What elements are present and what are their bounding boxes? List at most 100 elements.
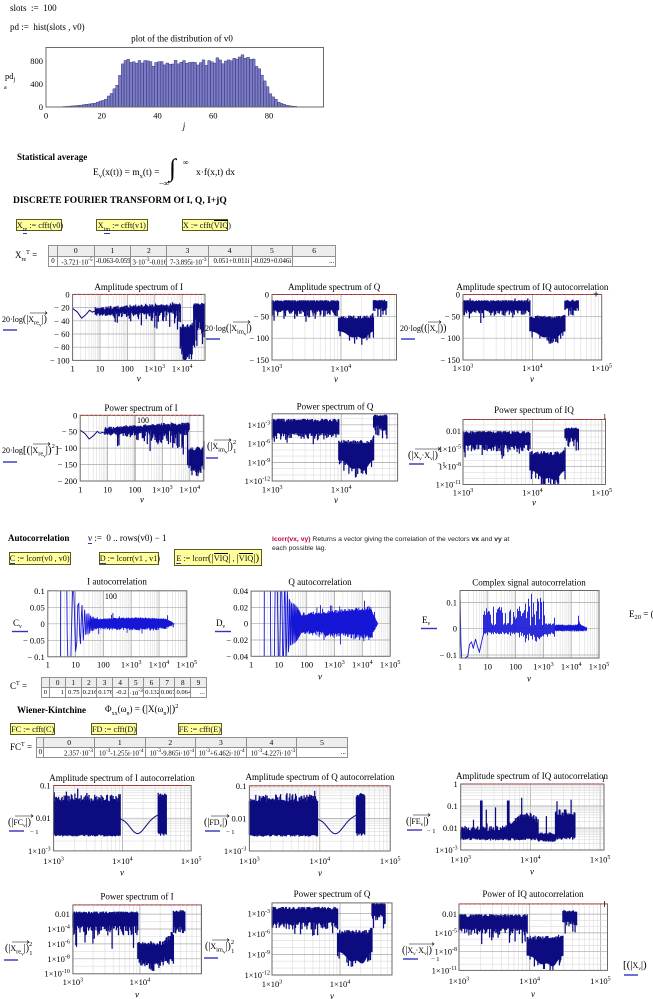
svg-text:plot of the distribution of v0: plot of the distribution of v0 [131, 34, 233, 44]
svg-text:1×104: 1×104 [112, 856, 133, 866]
svg-text:10: 10 [96, 364, 105, 374]
svg-text:− 1: − 1 [30, 829, 39, 836]
svg-text:I autocorrelation: I autocorrelation [87, 576, 147, 586]
svg-text:1×105: 1×105 [590, 855, 611, 865]
svg-text:− 100: − 100 [249, 333, 269, 343]
svg-text:ν: ν [334, 374, 338, 384]
svg-text:0.04: 0.04 [233, 586, 249, 596]
svg-text:Amplitude spectrum of Q: Amplitude spectrum of Q [288, 282, 381, 292]
svg-text:100: 100 [97, 660, 110, 670]
svg-text:1×10-6: 1×10-6 [247, 929, 270, 939]
svg-text:100: 100 [105, 592, 117, 601]
svg-text:ν: ν [334, 495, 338, 505]
svg-text:1×103: 1×103 [152, 484, 173, 494]
svg-text:(|Xreν|)21: (|Xreν|)2 1 [5, 941, 33, 958]
svg-text:− 50: − 50 [62, 427, 77, 437]
svg-text:− 0.1: − 0.1 [27, 652, 45, 662]
svg-text:1×103: 1×103 [63, 977, 84, 987]
svg-text:0.01: 0.01 [55, 909, 70, 919]
svg-text:1×103: 1×103 [262, 979, 283, 989]
svg-text:100: 100 [509, 662, 522, 672]
svg-text:ν: ν [530, 867, 534, 877]
svg-text:1×103: 1×103 [239, 856, 260, 866]
svg-text:1×103: 1×103 [450, 855, 471, 865]
svg-text:1×104: 1×104 [561, 662, 582, 672]
svg-text:ν: ν [318, 672, 322, 682]
svg-text:0.01: 0.01 [442, 909, 457, 919]
svg-text:ν: ν [137, 374, 141, 384]
svg-text:1×104: 1×104 [522, 363, 543, 373]
svg-text:800: 800 [30, 56, 43, 66]
svg-text:[(|Xν|): [(|Xν|) [623, 959, 647, 972]
svg-text:− 100: − 100 [440, 333, 460, 343]
svg-text:(|Xν·Xν|): (|Xν·Xν|) [402, 945, 432, 957]
svg-text:− 200: − 200 [58, 476, 78, 486]
svg-text:0.01: 0.01 [446, 426, 461, 436]
svg-text:− 80: − 80 [54, 342, 69, 352]
svg-text:ν: ν [318, 868, 322, 878]
svg-text:Amplitude spectrum of I: Amplitude spectrum of I [94, 282, 183, 292]
svg-text:− 100: − 100 [58, 443, 78, 453]
svg-text:80: 80 [265, 111, 274, 121]
svg-text:Dν: Dν [216, 618, 226, 630]
svg-text:1×10-8: 1×10-8 [47, 954, 70, 964]
svg-text:0.1: 0.1 [446, 597, 457, 607]
svg-text:1×104: 1×104 [310, 856, 331, 866]
svg-text:0.1: 0.1 [236, 781, 247, 791]
svg-text:− 20: − 20 [54, 303, 69, 313]
svg-text:1×104: 1×104 [331, 364, 352, 374]
svg-text:1×103: 1×103 [453, 487, 474, 497]
svg-text:1×10-6: 1×10-6 [248, 439, 271, 449]
svg-text:− 150: − 150 [440, 355, 460, 365]
svg-text:1×105: 1×105 [177, 660, 198, 670]
svg-text:1×10-9: 1×10-9 [248, 457, 271, 467]
svg-text:1×105: 1×105 [591, 363, 612, 373]
svg-text:0.01: 0.01 [232, 813, 247, 823]
svg-text:1×10-5: 1×10-5 [434, 928, 457, 938]
svg-text:0: 0 [44, 111, 48, 121]
svg-text:Complex signal autocorrelation: Complex signal autocorrelation [472, 577, 586, 587]
svg-text:Amplitude spectrum of I autoco: Amplitude spectrum of I autocorrelation [49, 773, 195, 783]
svg-text:100: 100 [300, 659, 313, 669]
svg-text:10: 10 [71, 660, 80, 670]
svg-text:Power spectrum of I: Power spectrum of I [100, 891, 173, 901]
svg-text:ν: ν [532, 498, 536, 508]
svg-text:1×104: 1×104 [522, 487, 543, 497]
svg-text:ν: ν [527, 674, 531, 684]
svg-text:1: 1 [453, 779, 457, 789]
svg-text:0.05: 0.05 [30, 602, 45, 612]
svg-text:Power of IQ autocorrelation: Power of IQ autocorrelation [482, 889, 584, 899]
svg-text:− 60: − 60 [54, 329, 69, 339]
svg-text:0.1: 0.1 [447, 801, 458, 811]
svg-text:1: 1 [602, 776, 606, 784]
svg-text:ν: ν [135, 990, 139, 999]
svg-text:1×104: 1×104 [149, 660, 170, 670]
svg-text:1×105: 1×105 [380, 659, 401, 669]
svg-text:0: 0 [41, 619, 45, 629]
svg-text:1×10-11: 1×10-11 [432, 966, 457, 976]
svg-text:1×10-3: 1×10-3 [435, 845, 458, 855]
svg-text:(|FDν|): (|FDν|) [204, 817, 227, 829]
svg-text:(|Xν·Xν|): (|Xν·Xν|) [408, 450, 438, 462]
svg-text:0: 0 [456, 290, 460, 300]
svg-text:1×103: 1×103 [449, 976, 470, 986]
svg-text:1×10-3: 1×10-3 [248, 420, 271, 430]
svg-text:− 150: − 150 [58, 460, 78, 470]
svg-text:j: j [182, 121, 186, 131]
svg-text:1×10-6: 1×10-6 [47, 939, 70, 949]
svg-text:1: 1 [249, 659, 253, 669]
svg-text:1×104: 1×104 [180, 484, 201, 494]
svg-text:(|FEν|): (|FEν|) [406, 816, 429, 828]
svg-text:− 1: − 1 [437, 461, 446, 468]
svg-text:1×104: 1×104 [519, 976, 540, 986]
svg-text:pdj: pdj [5, 71, 16, 83]
svg-text:Eν: Eν [422, 615, 431, 627]
svg-text:60: 60 [209, 111, 218, 121]
svg-text:1×104: 1×104 [172, 364, 193, 374]
svg-text:1: 1 [46, 660, 50, 670]
svg-text:Amplitude spectrum of IQ autoc: Amplitude spectrum of IQ autocorrelation [456, 282, 608, 292]
svg-text:− 50: − 50 [445, 311, 460, 321]
svg-text:Q autocorrelation: Q autocorrelation [288, 577, 352, 587]
svg-text:20·log((|Xν|)): 20·log((|Xν|)) [400, 323, 447, 335]
svg-text:1×103: 1×103 [145, 364, 166, 374]
